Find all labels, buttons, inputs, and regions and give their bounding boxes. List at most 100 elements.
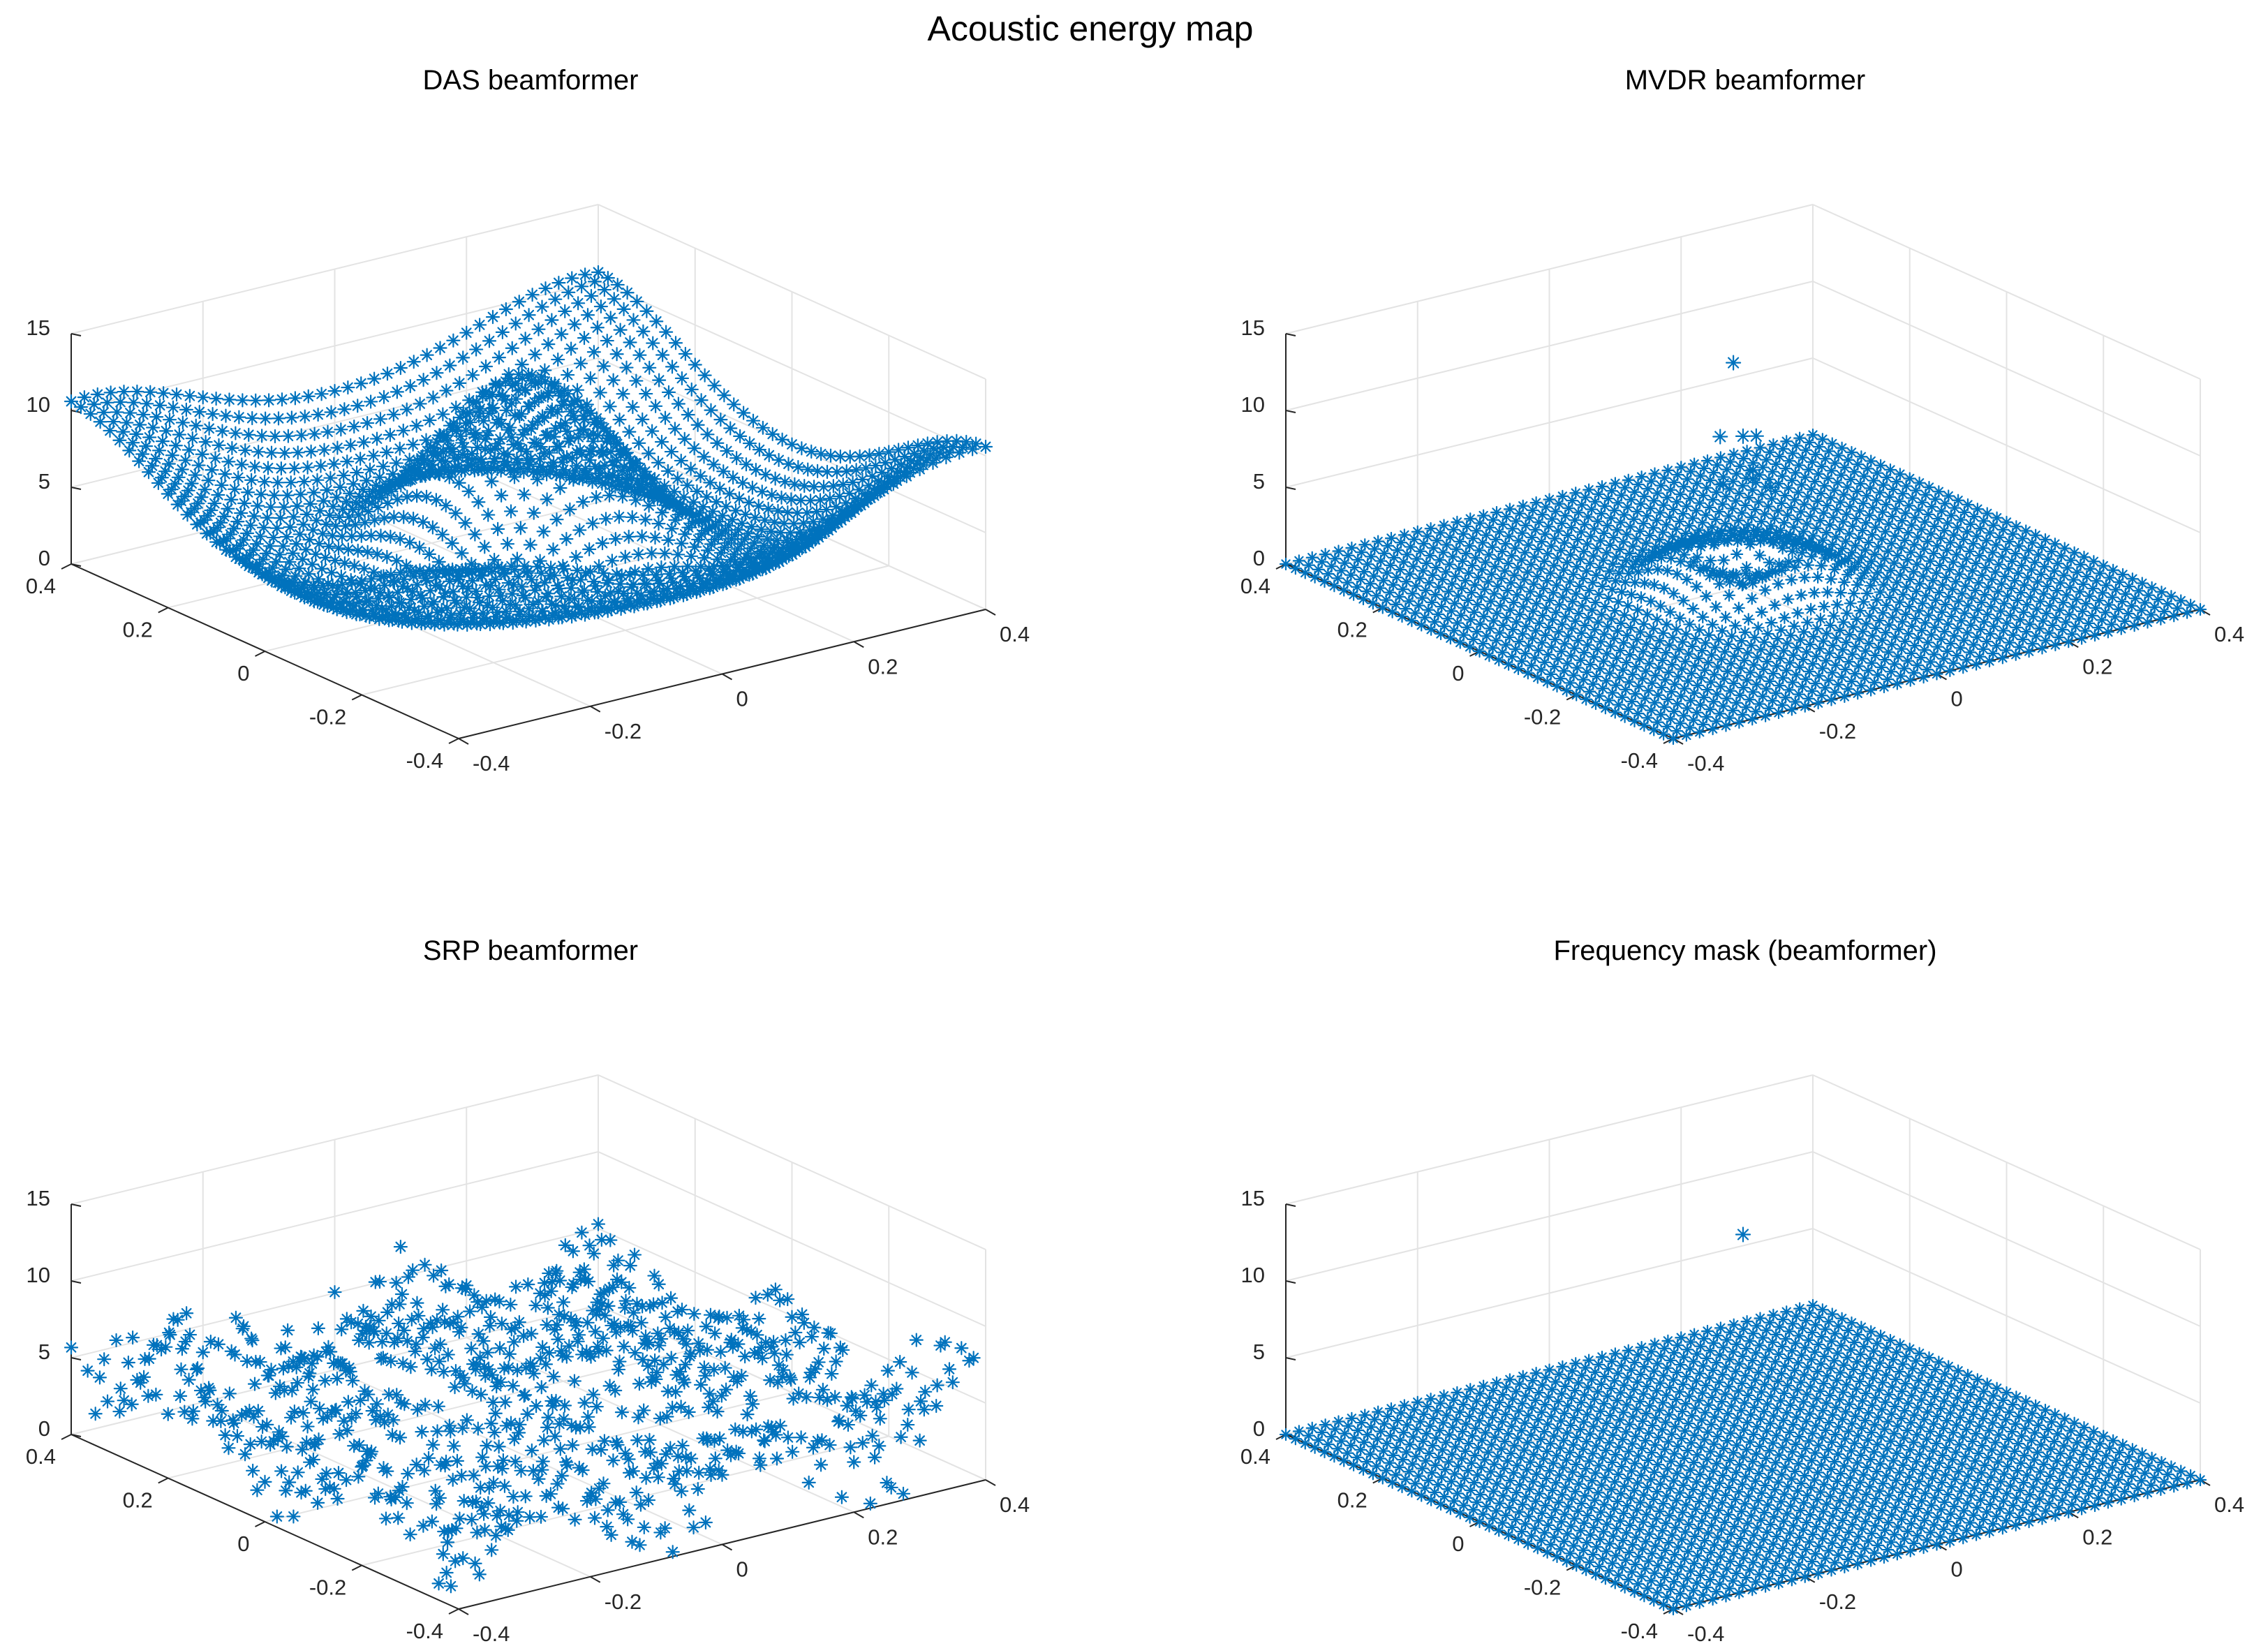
data-point: [1847, 492, 1860, 505]
data-point: [204, 503, 218, 518]
data-point: [364, 496, 379, 510]
data-point: [468, 1556, 482, 1571]
data-point: [1678, 1552, 1691, 1566]
data-point: [1876, 478, 1890, 491]
data-point: [506, 437, 521, 452]
data-point: [1430, 534, 1444, 547]
data-point: [142, 1351, 156, 1366]
data-point: [582, 452, 597, 468]
data-point: [1498, 564, 1511, 578]
data-point: [1790, 439, 1803, 452]
data-point: [156, 386, 171, 401]
data-point: [442, 1277, 457, 1291]
data-point: [1298, 1437, 1312, 1450]
data-point: [818, 521, 833, 537]
data-point: [839, 464, 854, 479]
data-point: [488, 1406, 503, 1421]
data-point: [1682, 674, 1695, 688]
data-point: [748, 510, 762, 525]
data-point: [2135, 577, 2149, 590]
data-point: [1773, 450, 1786, 464]
data-point: [773, 1293, 787, 1307]
data-point: [702, 581, 717, 595]
data-point: [576, 494, 591, 510]
data-point: [2024, 591, 2037, 604]
data-point: [693, 559, 709, 574]
data-point: [554, 589, 569, 604]
data-point: [1625, 588, 1638, 601]
data-point: [894, 1430, 908, 1444]
data-point: [1331, 572, 1344, 585]
data-point: [473, 1481, 488, 1495]
data-point: [444, 608, 459, 623]
data-point: [1889, 630, 1902, 644]
data-point: [1764, 647, 1777, 661]
data-point: [429, 570, 444, 584]
data-point: [646, 336, 660, 350]
data-point: [1504, 603, 1517, 617]
data-point: [1589, 1467, 1602, 1480]
data-point: [1931, 539, 1944, 553]
data-point: [1415, 1489, 1428, 1502]
data-point: [1710, 715, 1723, 728]
data-point: [799, 530, 814, 544]
data-point: [598, 458, 612, 473]
data-point: [1872, 540, 1885, 554]
data-point: [548, 421, 563, 436]
data-point: [1328, 1423, 1342, 1436]
data-point: [1480, 630, 1493, 643]
data-point: [1525, 659, 1538, 672]
data-point: [2107, 563, 2120, 577]
data-point: [1699, 1507, 1712, 1520]
data-point: [1604, 1510, 1617, 1523]
data-point: [1318, 574, 1331, 588]
data-point: [533, 459, 548, 474]
data-point: [716, 508, 730, 523]
data-point: [1788, 695, 1802, 709]
data-point: [2103, 571, 2117, 584]
data-point: [1888, 556, 1901, 570]
data-point: [1889, 502, 1902, 516]
data-point: [605, 454, 620, 470]
data-point: [1962, 572, 1976, 585]
data-point: [1661, 1563, 1675, 1577]
data-point: [1911, 632, 1925, 645]
data-point: [759, 551, 774, 566]
data-point: [713, 1344, 728, 1359]
data-point: [478, 359, 494, 374]
data-point: [436, 1364, 451, 1379]
data-point: [1501, 584, 1514, 598]
data-point: [1470, 524, 1483, 537]
data-point: [1422, 1474, 1435, 1487]
data-point: [608, 531, 623, 547]
data-point: [396, 510, 411, 524]
data-point: [1579, 491, 1592, 504]
data-point: [1499, 1508, 1513, 1522]
data-point: [1549, 505, 1562, 518]
data-point: [467, 606, 482, 621]
data-point: [1816, 433, 1829, 446]
data-point: [417, 1257, 432, 1272]
data-point: [453, 1367, 468, 1383]
data-point: [1938, 625, 1951, 638]
data-point: [1604, 639, 1617, 653]
data-point: [1332, 1415, 1345, 1428]
data-point: [1423, 576, 1436, 589]
data-point: [706, 1363, 721, 1377]
data-point: [1825, 693, 1838, 706]
data-point: [1585, 1502, 1598, 1515]
data-point: [2193, 602, 2207, 616]
data-point: [1626, 1511, 1640, 1525]
data-point: [494, 1317, 509, 1331]
data-point: [1832, 449, 1845, 462]
data-point: [929, 451, 944, 466]
data-point: [1685, 537, 1698, 550]
data-point: [1738, 625, 1751, 639]
data-point: [1846, 519, 1860, 533]
data-point: [917, 443, 931, 459]
data-point: [1367, 570, 1381, 583]
data-point: [304, 1356, 319, 1371]
data-point: [210, 520, 225, 535]
data-point: [1791, 513, 1804, 526]
data-point: [1538, 1526, 1551, 1539]
